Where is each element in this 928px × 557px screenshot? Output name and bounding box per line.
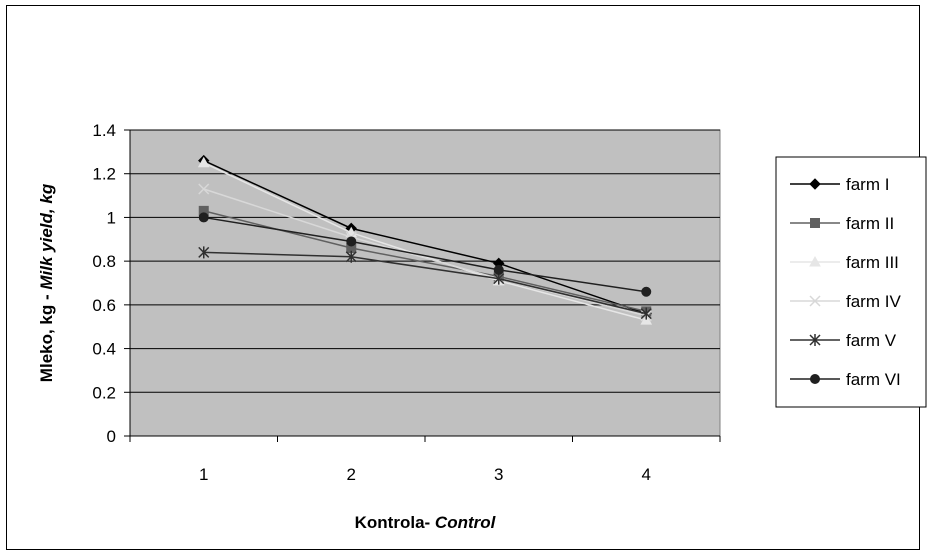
y-tick-label: 1.2 — [92, 165, 116, 184]
data-point-star — [198, 246, 210, 259]
x-axis-title: Kontrola- Control — [355, 513, 497, 532]
legend-marker — [809, 178, 821, 190]
data-point-circle — [641, 286, 652, 297]
series-6 — [198, 212, 652, 297]
legend-marker — [810, 218, 820, 228]
legend-label: farm I — [846, 175, 889, 194]
series-5 — [198, 246, 652, 320]
legend-label: farm III — [846, 253, 899, 272]
x-tick-label: 3 — [494, 465, 503, 484]
y-axis-title-italic: Milk yield, kg — [37, 183, 56, 289]
y-tick-label: 0.6 — [92, 296, 116, 315]
y-tick-label: 1.4 — [92, 121, 116, 140]
legend-marker — [809, 255, 821, 267]
legend-label: farm VI — [846, 370, 901, 389]
y-tick-label: 0.8 — [92, 252, 116, 271]
data-point-star — [345, 250, 357, 263]
data-point-circle — [346, 236, 357, 247]
data-point-triangle — [197, 156, 210, 168]
legend-item: farm I — [790, 175, 889, 194]
data-point-x — [198, 183, 210, 195]
legend-marker — [809, 295, 821, 307]
legend-item: farm II — [790, 214, 894, 233]
legend-box — [775, 156, 927, 408]
legend-item: farm IV — [790, 292, 901, 311]
y-tick-labels: 0 0.2 0.4 0.6 0.8 1 1.2 1.4 — [92, 121, 130, 446]
x-tick-label: 2 — [347, 465, 356, 484]
x-axis-title-plain: Kontrola- — [355, 513, 435, 532]
series-line — [203, 251, 647, 315]
x-tick-labels: 1 2 3 4 — [129, 436, 721, 484]
x-axis-title-italic: Control — [435, 513, 497, 532]
series-line — [203, 188, 647, 317]
legend-item: farm V — [790, 331, 897, 350]
data-point-star — [640, 307, 652, 320]
series-line — [203, 159, 647, 315]
y-tick-label: 1 — [107, 208, 116, 227]
data-point-circle — [198, 212, 209, 223]
legend-label: farm V — [846, 331, 897, 350]
legend-marker — [809, 334, 821, 346]
y-axis-title: Mleko, kg - Milk yield, kg — [37, 183, 56, 382]
y-tick-label: 0.2 — [92, 383, 116, 402]
series-line — [203, 162, 647, 321]
x-tick-label: 4 — [642, 465, 651, 484]
legend-label: farm II — [846, 214, 894, 233]
data-point-triangle — [640, 314, 653, 325]
series-line — [203, 216, 647, 293]
x-tick-label: 1 — [199, 465, 208, 484]
y-axis-title-plain: Mleko, kg - — [37, 290, 56, 383]
data-point-circle — [493, 264, 504, 275]
legend-marker — [810, 374, 820, 384]
legend: farm I farm II farm III farm IV farm V farm V… — [775, 156, 927, 408]
plot-area — [129, 129, 721, 437]
legend-label: farm IV — [846, 292, 901, 311]
legend-item: farm VI — [790, 370, 901, 389]
y-tick-label: 0.4 — [92, 340, 116, 359]
legend-item: farm III — [790, 253, 899, 272]
y-tick-label: 0 — [107, 427, 116, 446]
series-lines — [197, 154, 653, 325]
